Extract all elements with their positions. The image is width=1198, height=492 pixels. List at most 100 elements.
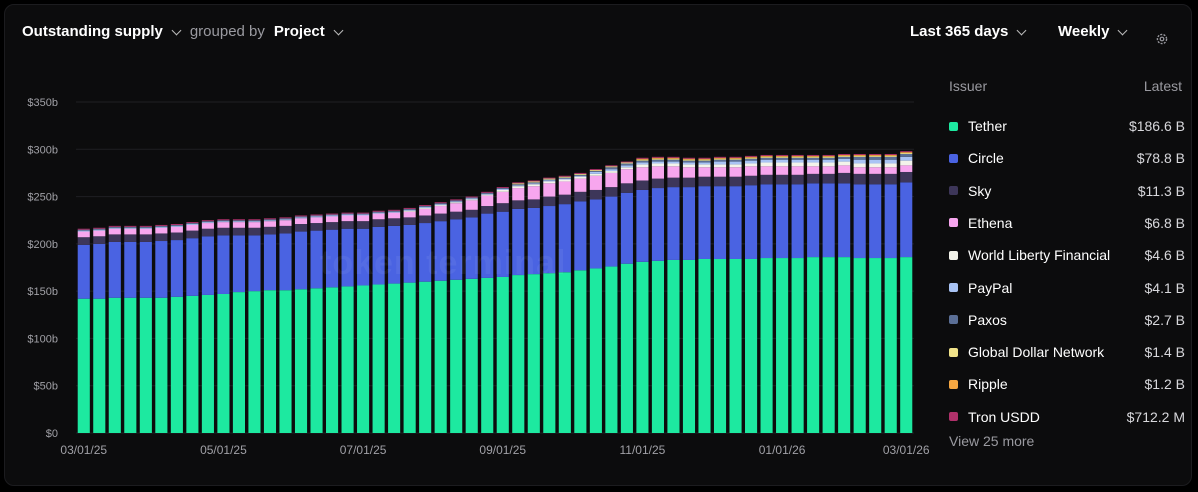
legend-issuer-name: Ripple <box>968 376 1008 393</box>
bar-segment <box>543 180 556 182</box>
bar-segment <box>170 226 183 233</box>
bar-segment <box>667 177 680 188</box>
bar-segment <box>900 156 913 161</box>
bar-segment <box>232 220 245 222</box>
metric-selector[interactable]: Outstanding supply grouped by Project <box>22 22 352 42</box>
legend-item[interactable]: Global Dollar Network $1.4 B <box>945 342 1185 362</box>
bar-segment <box>791 159 804 163</box>
bar-segment <box>574 191 587 202</box>
bar-segment <box>589 173 602 176</box>
bar-segment <box>108 225 121 227</box>
legend-issuer-name: Sky <box>968 182 992 199</box>
bar-segment <box>512 186 525 189</box>
x-tick-label: 11/01/25 <box>620 443 666 457</box>
legend-item[interactable]: Tether $186.6 B <box>945 116 1185 136</box>
bar-segment <box>496 189 509 192</box>
bar-segment <box>294 223 308 232</box>
stacked-bar-chart: $0 $50b $100b $150b $200b $250b $300b $350b 03/0… <box>27 97 930 457</box>
bar-segment <box>372 210 385 212</box>
bar-segment <box>93 227 106 229</box>
bar-segment <box>838 154 851 156</box>
bar-segment <box>667 158 680 160</box>
bar-segment <box>884 155 897 157</box>
bar-segment <box>853 163 866 168</box>
legend-issuer-name: Circle <box>968 150 1004 167</box>
bar-segment <box>558 272 571 433</box>
bar-segment <box>853 155 866 157</box>
issuer-header: Issuer <box>949 78 988 94</box>
bar-segment <box>838 156 851 159</box>
bar-segment <box>729 157 742 159</box>
legend-item[interactable]: Ethena $6.8 B <box>945 213 1185 233</box>
bar-segment <box>527 181 540 183</box>
range-label: Last 365 days <box>910 23 1009 40</box>
bar-segment <box>527 274 540 433</box>
bar-segment <box>372 219 385 227</box>
bar-segment <box>822 157 835 160</box>
legend-item[interactable]: Sky $11.3 B <box>945 181 1185 201</box>
bar-segment <box>186 223 199 225</box>
legend-item[interactable]: World Liberty Financial $4.6 B <box>945 245 1185 265</box>
range-selector[interactable]: Last 365 days <box>910 22 1035 42</box>
latest-header: Latest <box>1143 78 1182 94</box>
bar-segment <box>760 154 773 156</box>
bar-segment <box>807 159 820 163</box>
bar-segment <box>807 183 820 258</box>
group-label[interactable]: Project <box>273 23 325 40</box>
bar-segment <box>341 228 354 287</box>
bar-segment <box>636 180 649 190</box>
legend-item[interactable]: Tron USDD $712.2 M <box>945 407 1185 427</box>
bar-segment <box>263 219 277 221</box>
bar-segment <box>776 166 789 175</box>
bar-segment <box>760 174 773 185</box>
bar-segment <box>838 172 851 184</box>
bar-segment <box>822 166 835 174</box>
bar-segment <box>155 224 168 226</box>
gear-icon[interactable] <box>1155 32 1169 46</box>
bar-segment <box>543 273 556 433</box>
bar-segment <box>620 162 633 164</box>
bar-segment <box>512 184 525 186</box>
bar-segment <box>450 199 463 201</box>
bar-segment <box>589 169 602 171</box>
bar-segment <box>139 234 152 242</box>
bar-segment <box>682 167 696 178</box>
bar-segment <box>884 173 897 185</box>
legend-item[interactable]: Paxos $2.7 B <box>945 310 1185 330</box>
bar-segment <box>884 154 897 155</box>
bar-segment <box>745 156 758 158</box>
bar-segment <box>884 156 897 160</box>
bar-segment <box>760 159 773 163</box>
legend-item[interactable]: Ripple $1.2 B <box>945 374 1185 394</box>
legend-item[interactable]: Circle $78.8 B <box>945 148 1185 168</box>
bar-segment <box>713 186 727 259</box>
bar-segment <box>341 212 354 214</box>
bar-segment <box>155 225 168 227</box>
bar-segment <box>698 186 711 259</box>
bar-segment <box>869 159 882 164</box>
legend-latest-value: $4.6 B <box>1144 247 1185 264</box>
legend: Issuer Latest Tether $186.6 B Circle $78.8 … <box>945 78 1185 425</box>
bar-segment <box>667 161 680 164</box>
bar-segment <box>248 220 261 222</box>
bar-segment <box>248 221 261 223</box>
bar-segment <box>667 163 680 167</box>
bar-segment <box>791 258 804 433</box>
bar-segment <box>326 287 339 433</box>
bar-segment <box>760 162 773 167</box>
legend-item[interactable]: PayPal $4.1 B <box>945 278 1185 298</box>
bar-segment <box>698 159 711 161</box>
bar-segment <box>139 228 152 235</box>
legend-latest-value: $1.2 B <box>1144 376 1185 393</box>
legend-issuer-name: Tron USDD <box>968 408 1040 425</box>
bar-segment <box>558 176 571 178</box>
view-more-link[interactable]: View 25 more <box>949 433 1035 449</box>
bar-segment <box>698 157 711 159</box>
bar-segment <box>527 183 540 185</box>
interval-selector[interactable]: Weekly <box>1058 22 1136 42</box>
y-tick-label: $350b <box>27 97 58 109</box>
bar-segment <box>745 158 758 161</box>
bar-segment <box>853 167 866 174</box>
bar-segment <box>558 181 571 195</box>
bar-segment <box>884 167 897 174</box>
